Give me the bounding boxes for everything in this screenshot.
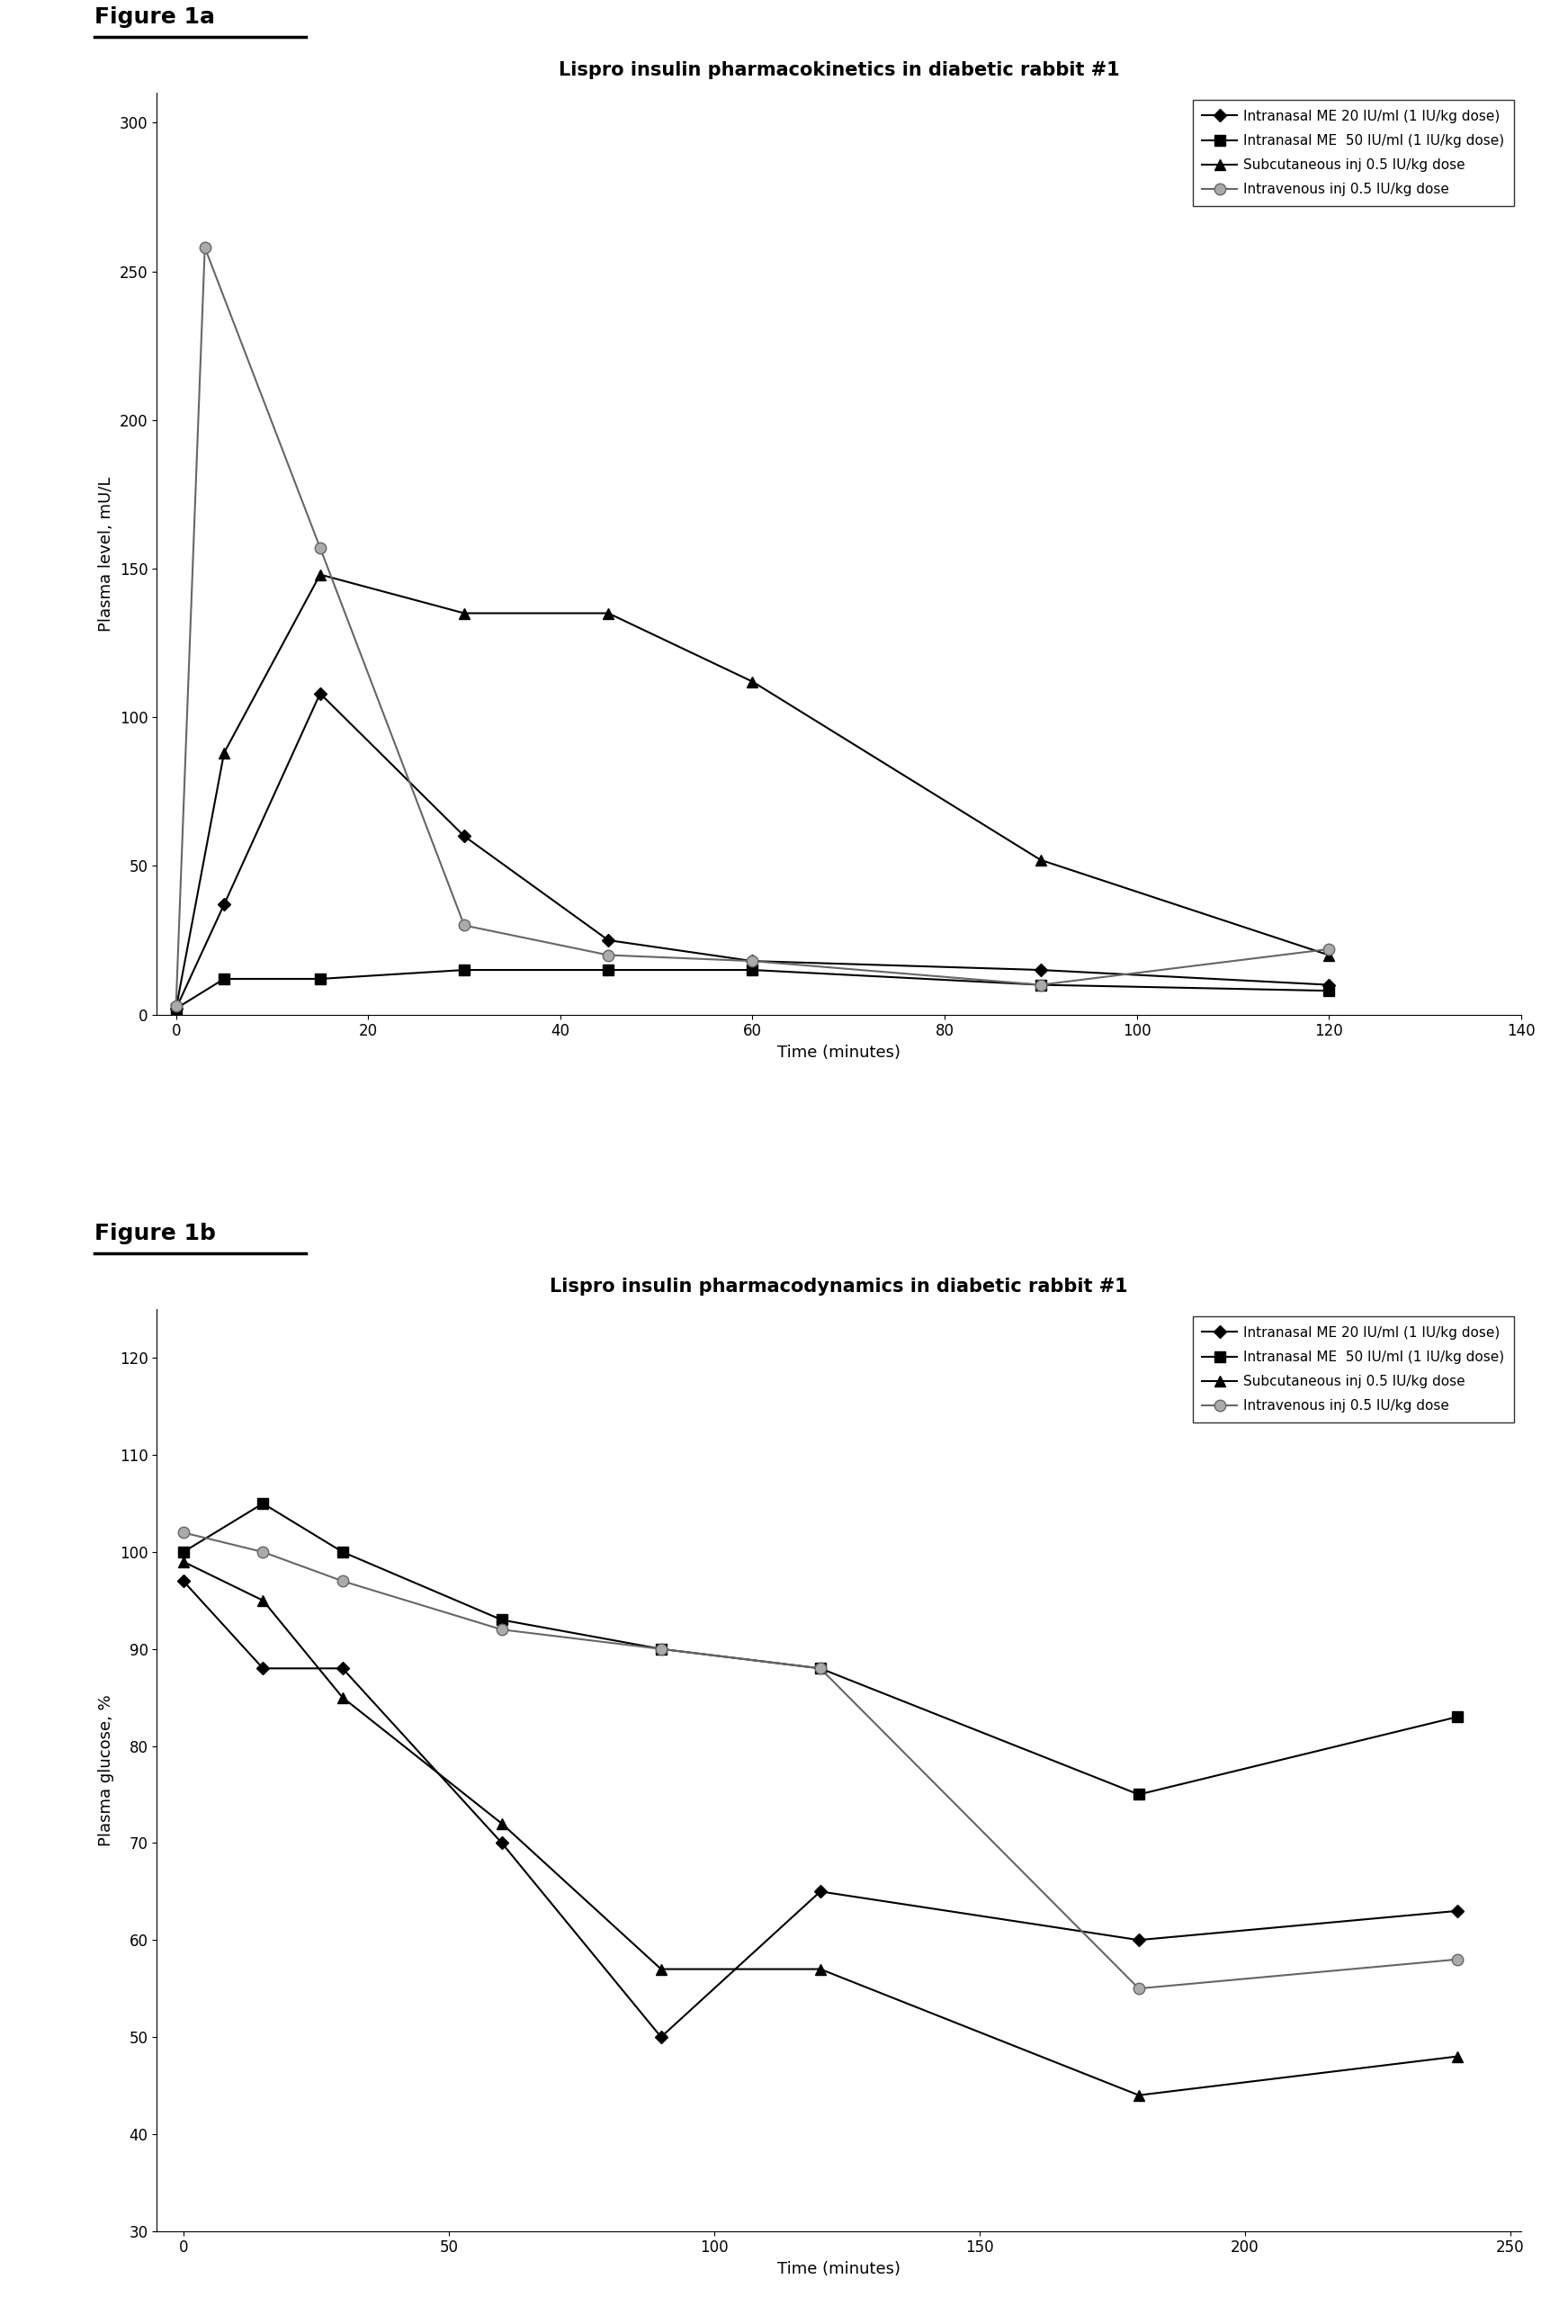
Subcutaneous inj 0.5 IU/kg dose (811, 1954, 829, 1982)
Intravenous inj 0.5 IU/kg dose (811, 1655, 829, 1683)
Intravenous inj 0.5 IU/kg dose (196, 235, 215, 263)
Subcutaneous inj 0.5 IU/kg dose (174, 1548, 193, 1576)
Intravenous inj 0.5 IU/kg dose (1447, 1945, 1466, 1973)
Intranasal ME 20 IU/ml (1 IU/kg dose) (332, 1655, 351, 1683)
Subcutaneous inj 0.5 IU/kg dose (743, 667, 762, 695)
Subcutaneous inj 0.5 IU/kg dose (166, 995, 185, 1023)
Intranasal ME  50 IU/ml (1 IU/kg dose) (254, 1490, 273, 1518)
Subcutaneous inj 0.5 IU/kg dose (215, 739, 234, 767)
Line: Intranasal ME 20 IU/ml (1 IU/kg dose): Intranasal ME 20 IU/ml (1 IU/kg dose) (179, 1576, 1461, 2040)
Intranasal ME 20 IU/ml (1 IU/kg dose) (215, 890, 234, 918)
Intranasal ME 20 IU/ml (1 IU/kg dose) (310, 679, 329, 706)
Intravenous inj 0.5 IU/kg dose (174, 1518, 193, 1545)
Subcutaneous inj 0.5 IU/kg dose (455, 600, 474, 627)
Line: Intranasal ME 20 IU/ml (1 IU/kg dose): Intranasal ME 20 IU/ml (1 IU/kg dose) (171, 690, 1333, 1013)
Intranasal ME 20 IU/ml (1 IU/kg dose) (166, 995, 185, 1023)
Intravenous inj 0.5 IU/kg dose (310, 535, 329, 562)
Intravenous inj 0.5 IU/kg dose (652, 1636, 671, 1664)
Intranasal ME  50 IU/ml (1 IU/kg dose) (1447, 1703, 1466, 1731)
Intranasal ME 20 IU/ml (1 IU/kg dose) (254, 1655, 273, 1683)
Intranasal ME 20 IU/ml (1 IU/kg dose) (492, 1829, 511, 1857)
Intranasal ME  50 IU/ml (1 IU/kg dose) (492, 1606, 511, 1634)
Line: Intranasal ME  50 IU/ml (1 IU/kg dose): Intranasal ME 50 IU/ml (1 IU/kg dose) (171, 964, 1334, 1013)
Legend: Intranasal ME 20 IU/ml (1 IU/kg dose), Intranasal ME  50 IU/ml (1 IU/kg dose), S: Intranasal ME 20 IU/ml (1 IU/kg dose), I… (1193, 100, 1515, 207)
Y-axis label: Plasma glucose, %: Plasma glucose, % (99, 1694, 114, 1845)
Intravenous inj 0.5 IU/kg dose (254, 1538, 273, 1566)
Intranasal ME  50 IU/ml (1 IU/kg dose) (455, 955, 474, 983)
Line: Subcutaneous inj 0.5 IU/kg dose: Subcutaneous inj 0.5 IU/kg dose (171, 569, 1334, 1013)
Intranasal ME  50 IU/ml (1 IU/kg dose) (811, 1655, 829, 1683)
Intranasal ME  50 IU/ml (1 IU/kg dose) (1319, 976, 1338, 1004)
Intranasal ME  50 IU/ml (1 IU/kg dose) (1129, 1780, 1148, 1808)
Intravenous inj 0.5 IU/kg dose (332, 1566, 351, 1594)
Subcutaneous inj 0.5 IU/kg dose (1032, 846, 1051, 874)
Title: Lispro insulin pharmacodynamics in diabetic rabbit #1: Lispro insulin pharmacodynamics in diabe… (550, 1278, 1127, 1294)
Intravenous inj 0.5 IU/kg dose (1129, 1975, 1148, 2003)
Subcutaneous inj 0.5 IU/kg dose (652, 1954, 671, 1982)
Intranasal ME 20 IU/ml (1 IU/kg dose) (599, 927, 618, 955)
Intranasal ME  50 IU/ml (1 IU/kg dose) (215, 964, 234, 992)
Subcutaneous inj 0.5 IU/kg dose (492, 1810, 511, 1838)
Intranasal ME 20 IU/ml (1 IU/kg dose) (743, 948, 762, 976)
Subcutaneous inj 0.5 IU/kg dose (1319, 941, 1338, 969)
Intravenous inj 0.5 IU/kg dose (743, 948, 762, 976)
X-axis label: Time (minutes): Time (minutes) (778, 1043, 900, 1060)
Intranasal ME  50 IU/ml (1 IU/kg dose) (310, 964, 329, 992)
Intravenous inj 0.5 IU/kg dose (492, 1615, 511, 1643)
Intranasal ME  50 IU/ml (1 IU/kg dose) (743, 955, 762, 983)
Line: Intravenous inj 0.5 IU/kg dose: Intravenous inj 0.5 IU/kg dose (177, 1527, 1463, 1994)
Intranasal ME 20 IU/ml (1 IU/kg dose) (1129, 1927, 1148, 1954)
Subcutaneous inj 0.5 IU/kg dose (1129, 2082, 1148, 2110)
Intranasal ME 20 IU/ml (1 IU/kg dose) (174, 1566, 193, 1594)
Intranasal ME  50 IU/ml (1 IU/kg dose) (1032, 971, 1051, 999)
Intranasal ME 20 IU/ml (1 IU/kg dose) (455, 823, 474, 851)
Intranasal ME  50 IU/ml (1 IU/kg dose) (652, 1636, 671, 1664)
Intranasal ME 20 IU/ml (1 IU/kg dose) (1319, 971, 1338, 999)
Text: Figure 1b: Figure 1b (94, 1222, 215, 1243)
Subcutaneous inj 0.5 IU/kg dose (254, 1587, 273, 1615)
Intranasal ME  50 IU/ml (1 IU/kg dose) (174, 1538, 193, 1566)
Intravenous inj 0.5 IU/kg dose (455, 911, 474, 939)
Intranasal ME 20 IU/ml (1 IU/kg dose) (652, 2024, 671, 2052)
Line: Intravenous inj 0.5 IU/kg dose: Intravenous inj 0.5 IU/kg dose (171, 242, 1334, 1011)
Intranasal ME  50 IU/ml (1 IU/kg dose) (166, 995, 185, 1023)
Y-axis label: Plasma level, mU/L: Plasma level, mU/L (99, 476, 114, 632)
Legend: Intranasal ME 20 IU/ml (1 IU/kg dose), Intranasal ME  50 IU/ml (1 IU/kg dose), S: Intranasal ME 20 IU/ml (1 IU/kg dose), I… (1193, 1315, 1515, 1422)
Text: Figure 1a: Figure 1a (94, 7, 215, 28)
Title: Lispro insulin pharmacokinetics in diabetic rabbit #1: Lispro insulin pharmacokinetics in diabe… (558, 60, 1120, 79)
Intranasal ME 20 IU/ml (1 IU/kg dose) (1447, 1896, 1466, 1924)
Intravenous inj 0.5 IU/kg dose (166, 992, 185, 1020)
Subcutaneous inj 0.5 IU/kg dose (599, 600, 618, 627)
Subcutaneous inj 0.5 IU/kg dose (332, 1683, 351, 1710)
Intravenous inj 0.5 IU/kg dose (599, 941, 618, 969)
Intravenous inj 0.5 IU/kg dose (1032, 971, 1051, 999)
Subcutaneous inj 0.5 IU/kg dose (1447, 2043, 1466, 2071)
Subcutaneous inj 0.5 IU/kg dose (310, 560, 329, 588)
Intranasal ME  50 IU/ml (1 IU/kg dose) (332, 1538, 351, 1566)
Intranasal ME 20 IU/ml (1 IU/kg dose) (1032, 955, 1051, 983)
Line: Subcutaneous inj 0.5 IU/kg dose: Subcutaneous inj 0.5 IU/kg dose (179, 1557, 1463, 2101)
Intravenous inj 0.5 IU/kg dose (1319, 934, 1338, 962)
Line: Intranasal ME  50 IU/ml (1 IU/kg dose): Intranasal ME 50 IU/ml (1 IU/kg dose) (179, 1499, 1463, 1799)
X-axis label: Time (minutes): Time (minutes) (778, 2261, 900, 2278)
Intranasal ME  50 IU/ml (1 IU/kg dose) (599, 955, 618, 983)
Intranasal ME 20 IU/ml (1 IU/kg dose) (811, 1878, 829, 1906)
